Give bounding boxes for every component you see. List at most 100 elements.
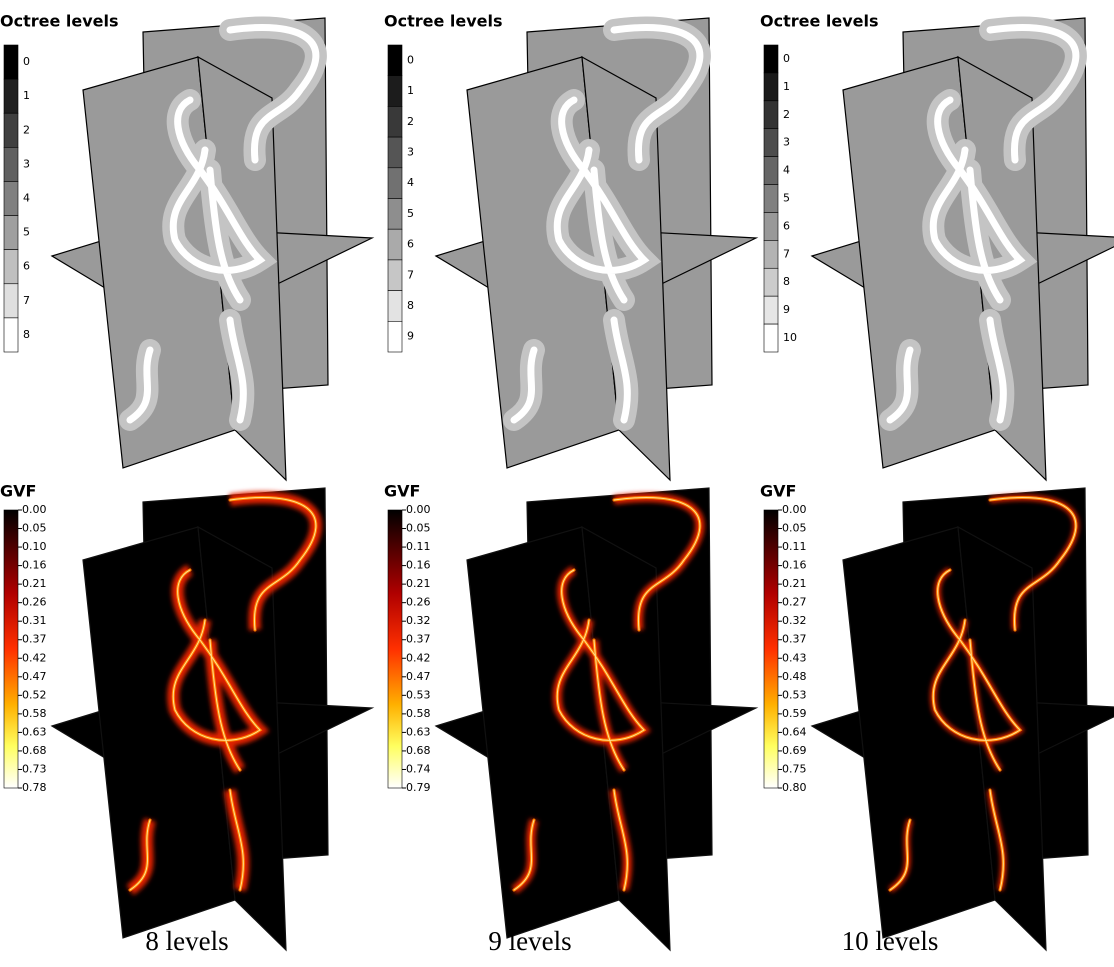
colorbar-label: 2 [783, 108, 790, 121]
colorbar-cell [3, 147, 19, 182]
colorbar-label: 0.42 [22, 651, 47, 664]
colorbar-cell [387, 228, 403, 261]
colorbar-cell [763, 295, 779, 325]
colorbar-label: 0.21 [782, 577, 807, 590]
colorbar-label: 9 [783, 303, 790, 316]
colorbar-label: 0.80 [782, 781, 807, 794]
colorbar-label: 0.16 [782, 559, 807, 572]
panel-title: GVF [0, 482, 36, 501]
colorbar-label: 0.64 [782, 725, 807, 738]
colorbar-label: 3 [407, 145, 414, 158]
colorbar-cell [387, 75, 403, 107]
panel-title: Octree levels [384, 12, 503, 31]
colorbar-label: 4 [783, 164, 790, 177]
colorbar-label: 0.78 [22, 781, 47, 794]
colorbar-label: 0.00 [406, 503, 431, 516]
colorbar-cell [763, 212, 779, 241]
colorbar-label: 0.11 [782, 540, 807, 553]
colorbar-label: 0.11 [406, 540, 431, 553]
colorbar-label: 0.48 [782, 670, 807, 683]
panel-title: Octree levels [0, 12, 119, 31]
colorbar-label: 0.68 [406, 744, 431, 757]
colorbar-label: 0.27 [782, 596, 807, 609]
colorbar-label: 1 [407, 84, 414, 97]
colorbar-label: 6 [23, 260, 30, 273]
colorbar-cell [3, 78, 19, 114]
feature-core [889, 497, 1077, 891]
colorbar-label: 0.59 [782, 707, 807, 720]
colorbar-label: 0.75 [782, 762, 807, 775]
feature-core [513, 497, 701, 891]
colorbar-label: 5 [407, 207, 414, 220]
colorbar-label: 0.37 [22, 633, 47, 646]
colorbar-label: 0.68 [22, 744, 47, 757]
colorbar-label: 0.05 [782, 522, 807, 535]
colorbar-label: 7 [407, 268, 414, 281]
colorbar-cell [387, 259, 403, 291]
colorbar-cell [3, 283, 19, 319]
colorbar-label: 7 [23, 294, 30, 307]
colorbar-label: 2 [23, 123, 30, 136]
colorbar-cell [3, 249, 19, 285]
colorbar-label: 0.47 [22, 670, 47, 683]
colorbar-label: 3 [783, 136, 790, 149]
colorbar-cell [763, 267, 779, 297]
colorbar-label: 0.16 [22, 559, 47, 572]
colorbar-label: 0.00 [22, 503, 47, 516]
colorbar-label: 0.53 [782, 688, 807, 701]
colorbar-label: 9 [407, 330, 414, 343]
colorbar-label: 0.10 [22, 540, 47, 553]
colorbar-label: 0.00 [782, 503, 807, 516]
colorbar-label: 0.74 [406, 762, 431, 775]
colorbar-label: 0.05 [406, 522, 431, 535]
colorbar-label: 0.63 [22, 725, 47, 738]
colorbar-label: 7 [783, 247, 790, 260]
colorbar-cell [3, 112, 19, 148]
caption: 10 levels [842, 926, 939, 956]
colorbar [3, 509, 19, 789]
colorbar-label: 0.43 [782, 651, 807, 664]
colorbar-cell [763, 44, 779, 74]
colorbar-label: 8 [407, 299, 414, 312]
colorbar-label: 0.26 [406, 596, 431, 609]
colorbar-cell [3, 317, 19, 353]
colorbar-label: 0.58 [22, 707, 47, 720]
colorbar-label: 0.69 [782, 744, 807, 757]
colorbar-cell [387, 320, 403, 353]
colorbar-label: 8 [23, 328, 30, 341]
colorbar-label: 0.21 [22, 577, 47, 590]
colorbar-label: 6 [407, 238, 414, 251]
octree-panel: Octree levels 0 1 2 3 4 5 6 7 8 9 [384, 12, 759, 482]
colorbar-cell [387, 198, 403, 230]
gvf-panel: GVF 0.00 0.05 0.11 0.16 0.21 0.26 0.32 0.37 0.42 0… [384, 482, 759, 952]
colorbar-label: 10 [783, 331, 797, 344]
colorbar [387, 509, 403, 789]
colorbar-label: 4 [23, 192, 30, 205]
feature-core [129, 497, 317, 891]
colorbar-label: 0.32 [782, 614, 807, 627]
colorbar-label: 5 [23, 226, 30, 239]
panel-title: Octree levels [760, 12, 879, 31]
colorbar-label: 0 [407, 53, 414, 66]
octree-panel: Octree levels 0 1 2 3 4 5 6 7 8 [0, 12, 375, 482]
colorbar-label: 0.58 [406, 707, 431, 720]
colorbar-label: 6 [783, 219, 790, 232]
colorbar-label: 0.63 [406, 725, 431, 738]
colorbar-label: 0.79 [406, 781, 431, 794]
colorbar-label: 5 [783, 192, 790, 205]
colorbar-cell [3, 181, 19, 216]
colorbar [763, 509, 779, 789]
colorbar-label: 0.37 [406, 633, 431, 646]
colorbar-label: 0.53 [406, 688, 431, 701]
colorbar-cell [387, 290, 403, 322]
colorbar-label: 4 [407, 176, 414, 189]
colorbar-cell [763, 72, 779, 102]
colorbar-cell [3, 215, 19, 250]
colorbar-label: 0.16 [406, 559, 431, 572]
colorbar-label: 0.32 [406, 614, 431, 627]
panel-title: GVF [384, 482, 420, 501]
colorbar-label: 0.42 [406, 651, 431, 664]
colorbar-label: 0.31 [22, 614, 47, 627]
panel-title: GVF [760, 482, 796, 501]
